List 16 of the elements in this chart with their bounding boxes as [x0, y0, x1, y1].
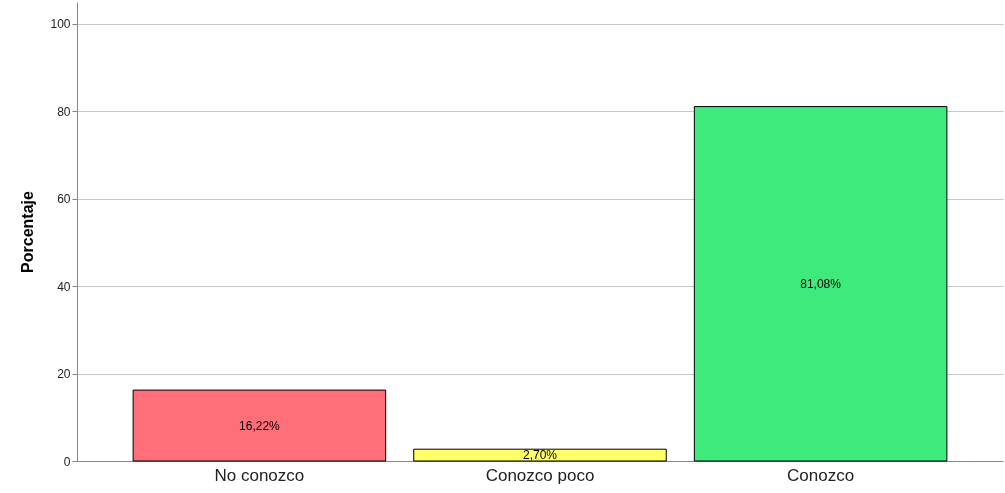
x-tick-label: Conozco: [787, 465, 855, 485]
y-tick-label: 20: [57, 367, 71, 382]
x-tick-label: Conozco poco: [485, 465, 595, 485]
y-tick-label: 40: [57, 279, 71, 294]
bar: [132, 389, 387, 462]
data-label: 2,70%: [522, 448, 558, 463]
data-label: 16,22%: [239, 418, 281, 433]
y-tick-label: 0: [63, 454, 71, 469]
bar: [693, 106, 948, 462]
y-tick-label: 80: [57, 104, 71, 119]
data-label: 81,08%: [800, 276, 842, 291]
y-tick-label: 60: [57, 192, 71, 207]
y-tick-label: 100: [50, 17, 71, 32]
y-axis-title: Porcentaje: [19, 190, 37, 273]
x-tick-label: No conozco: [214, 465, 305, 485]
bar: [413, 448, 667, 462]
